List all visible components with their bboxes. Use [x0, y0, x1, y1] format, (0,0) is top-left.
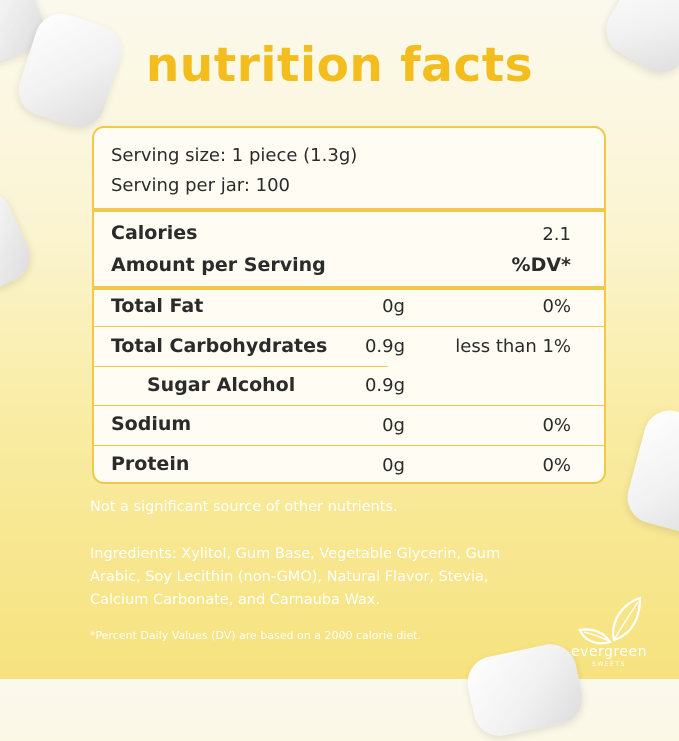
ingredients-line: Arabic, Soy Lecithin (non-GMO), Natural … [90, 569, 489, 585]
servings-per-jar: Serving per jar: 100 [111, 175, 290, 196]
gum-piece-image [621, 404, 679, 541]
nutrient-name: Sugar Alcohol [147, 374, 296, 396]
nutrient-amount: 0.9g [364, 336, 405, 357]
nutrient-dv: 0% [542, 296, 571, 317]
divider [94, 366, 388, 367]
nutrients-note: Not a significant source of other nutrie… [90, 499, 398, 515]
nutrient-dv: 0% [542, 415, 571, 436]
nutrient-amount: 0g [382, 455, 405, 476]
divider [94, 208, 604, 212]
leaf-logo-icon [578, 596, 642, 645]
nutrient-name: Total Carbohydrates [111, 335, 328, 357]
calories-value: 2.1 [542, 224, 571, 245]
ingredients-line: Ingredients: Xylitol, Gum Base, Vegetabl… [90, 546, 501, 562]
nutrient-dv: 0% [542, 455, 571, 476]
divider [94, 405, 604, 406]
nutrient-dv: less than 1% [455, 336, 571, 357]
nutrient-name: Protein [111, 453, 190, 475]
divider [94, 445, 604, 446]
dv-footnote: *Percent Daily Values (DV) are based on … [90, 629, 421, 642]
divider [94, 326, 604, 327]
gum-piece-image [0, 182, 39, 303]
brand-sub: SWEETS [592, 661, 626, 668]
divider [94, 286, 604, 290]
brand-name: evergreen [571, 644, 647, 660]
nutrient-name: Total Fat [111, 295, 204, 317]
page-title: nutrition facts [145, 38, 534, 93]
amount-per-serving-label: Amount per Serving [111, 254, 326, 276]
dv-header: %DV* [511, 254, 571, 276]
nutrient-amount: 0g [382, 296, 405, 317]
nutrient-name: Sodium [111, 413, 192, 435]
nutrient-amount: 0.9g [364, 375, 405, 396]
nutrient-amount: 0g [382, 415, 405, 436]
ingredients-line: Calcium Carbonate, and Carnauba Wax. [90, 592, 380, 608]
nutrition-facts-panel: Serving size: 1 piece (1.3g) Serving per… [92, 126, 606, 484]
calories-label: Calories [111, 222, 198, 244]
serving-size: Serving size: 1 piece (1.3g) [111, 145, 358, 166]
